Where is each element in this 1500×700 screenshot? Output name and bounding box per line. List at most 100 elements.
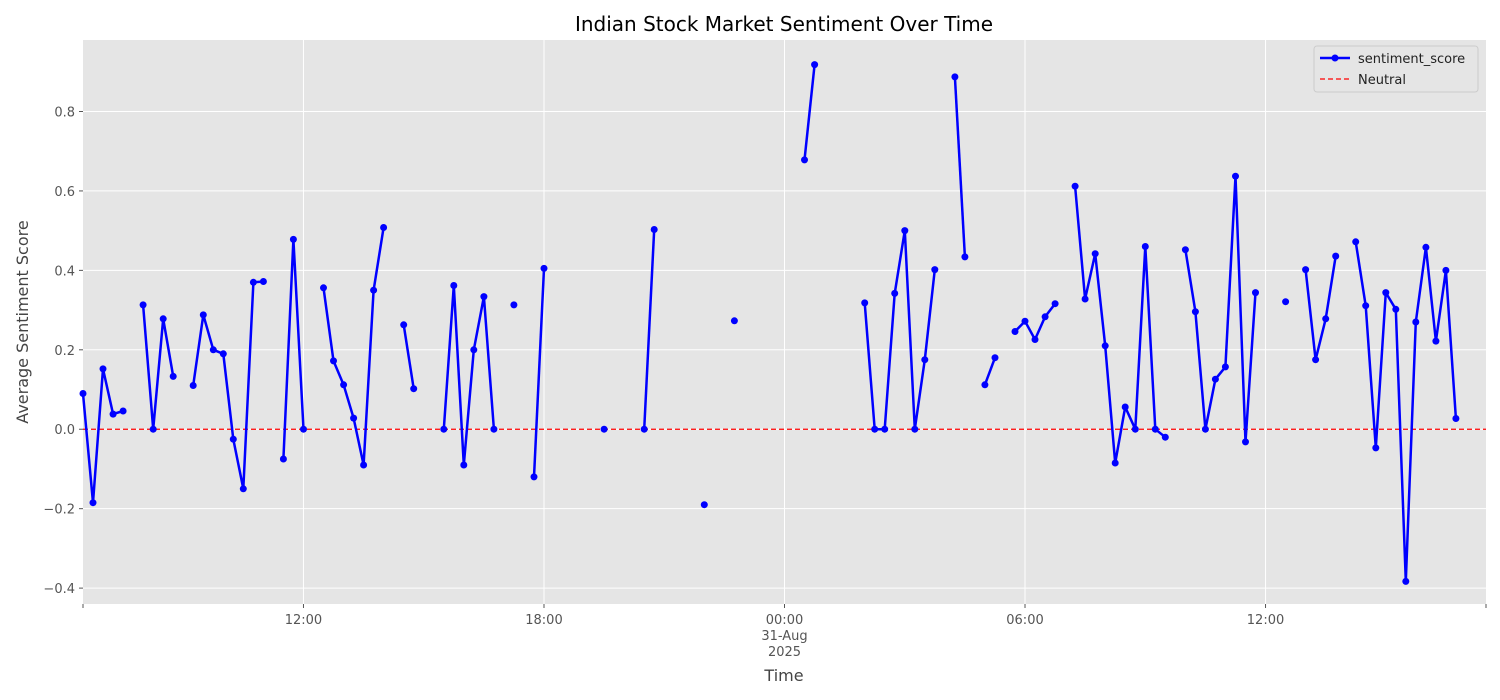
data-point	[1041, 313, 1049, 321]
data-point	[1201, 425, 1209, 433]
series-layer	[79, 61, 1486, 585]
series-line-sentiment-score	[141, 304, 175, 431]
data-point	[1151, 425, 1159, 433]
series-line-sentiment-score	[642, 229, 656, 430]
data-point	[730, 317, 738, 325]
data-point	[139, 301, 147, 309]
chart-title: Indian Stock Market Sentiment Over Time	[575, 12, 993, 36]
data-point	[1412, 318, 1420, 326]
data-point	[1242, 438, 1249, 446]
series-line-sentiment-score	[1073, 186, 1167, 465]
legend: sentiment_score Neutral	[1313, 45, 1479, 93]
data-point	[1011, 328, 1019, 335]
data-point	[169, 372, 177, 380]
data-point	[600, 425, 608, 433]
data-point	[1372, 444, 1380, 452]
data-point	[1101, 342, 1109, 350]
data-point	[99, 365, 107, 373]
data-point	[1402, 577, 1410, 585]
data-point	[450, 282, 458, 289]
data-point	[470, 346, 478, 354]
data-point	[1221, 363, 1229, 371]
x-tick-label: 00:00	[766, 613, 803, 628]
data-point	[911, 425, 919, 433]
data-point	[119, 407, 127, 415]
data-point	[350, 414, 358, 422]
data-point	[480, 293, 488, 301]
data-point	[1332, 252, 1340, 260]
x-tick-label: 31-Aug	[761, 629, 807, 644]
data-point	[199, 311, 207, 319]
data-point	[510, 301, 518, 309]
data-point	[1252, 289, 1259, 297]
data-point	[1071, 182, 1079, 190]
x-tick-label: 12:00	[1247, 613, 1284, 628]
data-point	[700, 501, 708, 509]
data-point	[279, 455, 287, 463]
data-point	[89, 499, 97, 507]
data-point	[380, 224, 388, 231]
data-point	[961, 253, 969, 261]
data-point	[1081, 295, 1089, 303]
y-tick-label: 0.2	[54, 344, 75, 359]
data-point	[360, 461, 368, 469]
data-point	[1352, 238, 1360, 246]
data-point	[1021, 317, 1029, 325]
data-point	[1121, 403, 1129, 411]
data-point	[440, 425, 448, 433]
data-point	[410, 385, 418, 393]
x-tick-label: 06:00	[1006, 613, 1043, 628]
data-point	[540, 264, 548, 272]
data-point	[259, 278, 267, 285]
data-point	[650, 226, 658, 233]
data-point	[1031, 336, 1039, 343]
x-tick-label: 12:00	[285, 613, 322, 628]
series-line-sentiment-score	[803, 64, 816, 161]
data-point	[1131, 425, 1139, 433]
data-point	[1432, 337, 1440, 345]
data-point	[229, 435, 237, 443]
series-line-sentiment-score	[191, 280, 264, 491]
data-point	[1232, 172, 1239, 180]
series-line-sentiment-score	[402, 324, 415, 389]
legend-label-sentiment-score: sentiment_score	[1358, 52, 1465, 67]
x-tick-label: 18:00	[525, 613, 562, 628]
legend-box	[1313, 45, 1479, 93]
data-point	[149, 425, 157, 433]
y-tick-label: −0.4	[43, 582, 75, 597]
legend-marker-sentiment-score	[1331, 54, 1339, 62]
data-point	[1051, 300, 1059, 308]
data-point	[1302, 266, 1310, 274]
x-tick-label: 2025	[768, 645, 801, 660]
data-point	[871, 425, 879, 433]
data-point	[951, 73, 959, 81]
series-line-sentiment-score	[1184, 174, 1257, 444]
y-tick-label: 0.4	[54, 264, 75, 279]
data-point	[1382, 289, 1390, 297]
x-axis-label: Time	[763, 666, 803, 685]
data-point	[289, 235, 297, 243]
series-line-sentiment-score	[983, 357, 997, 386]
data-point	[1422, 243, 1430, 251]
data-point	[1312, 356, 1320, 364]
data-point	[640, 425, 648, 433]
series-line-sentiment-score	[953, 76, 967, 257]
data-point	[530, 473, 538, 481]
data-point	[901, 227, 909, 235]
data-point	[931, 266, 939, 274]
data-point	[79, 390, 87, 397]
data-point	[991, 354, 999, 362]
data-point	[801, 156, 808, 164]
data-point	[370, 286, 378, 294]
data-point	[881, 425, 889, 433]
data-point	[330, 357, 337, 365]
data-point	[239, 485, 247, 493]
series-line-sentiment-score	[1304, 255, 1337, 361]
y-tick-label: 0.8	[54, 105, 75, 120]
data-point	[1161, 433, 1169, 441]
data-point	[490, 425, 498, 433]
ticks: −0.4 −0.2 0.0 0.2 0.4 0.6 0.8 12:00 18:00 00:0031…	[43, 105, 1487, 660]
data-point	[219, 350, 227, 358]
data-point	[981, 381, 989, 389]
